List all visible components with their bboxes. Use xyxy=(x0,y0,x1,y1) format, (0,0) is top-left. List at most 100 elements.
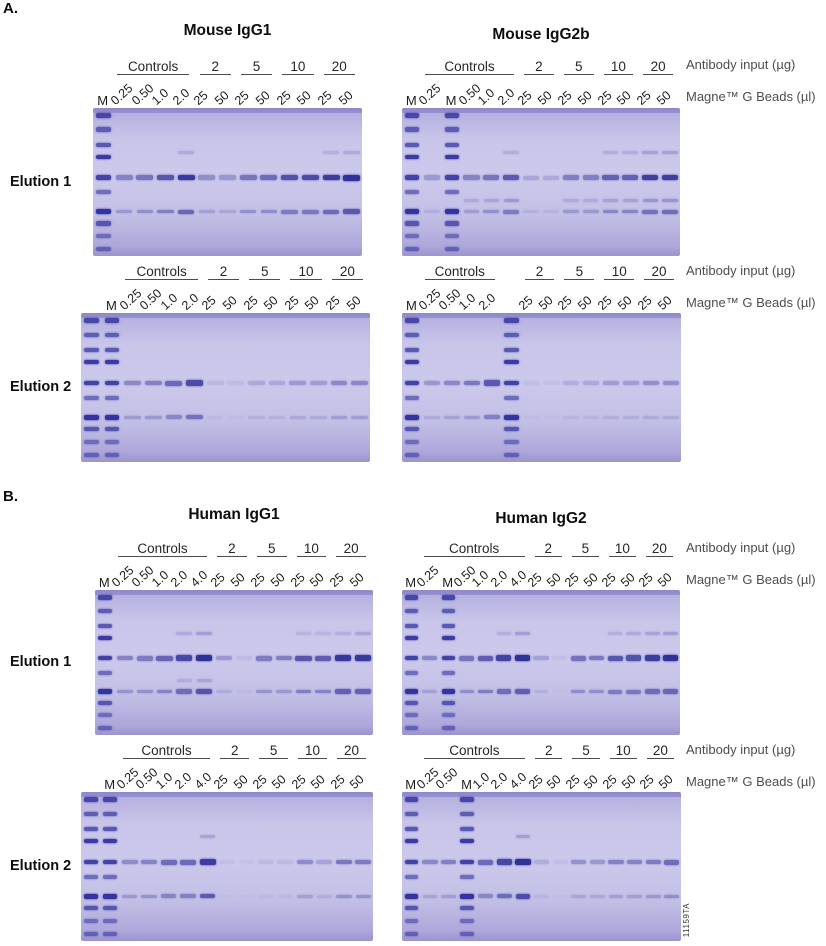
lane-label: 50 xyxy=(267,569,288,590)
protein-band xyxy=(260,175,278,181)
protein-band xyxy=(186,415,203,420)
protein-band xyxy=(258,860,274,864)
group-header: 2 xyxy=(217,542,247,557)
lane-label: 25 xyxy=(554,87,575,108)
title-human-igg2: Human IgG2 xyxy=(495,510,587,527)
protein-band xyxy=(602,199,619,202)
protein-band xyxy=(404,359,420,365)
protein-band xyxy=(563,381,580,385)
antibody-input-groups: Controls 2 5 10 20 xyxy=(93,60,362,75)
protein-band xyxy=(103,906,118,911)
lane-label: 50 xyxy=(230,771,251,792)
protein-band xyxy=(289,380,307,386)
protein-band xyxy=(662,209,678,214)
protein-band xyxy=(176,632,193,635)
group-header: 2 xyxy=(535,744,563,759)
protein-band xyxy=(83,874,98,879)
protein-band xyxy=(423,380,440,386)
protein-band xyxy=(104,348,120,353)
protein-band xyxy=(335,655,352,662)
protein-band xyxy=(523,210,539,214)
protein-band xyxy=(121,894,138,899)
protein-band xyxy=(643,415,659,419)
protein-band xyxy=(645,894,661,899)
protein-band xyxy=(177,209,195,214)
lane-labels: M 0.25 0.50 1.0 2.0 4.0 25 50 25 50 25 50 25 50 xyxy=(81,759,373,792)
protein-band xyxy=(463,199,480,202)
lane-label: 2.0 xyxy=(172,769,195,792)
protein-band xyxy=(607,632,623,635)
protein-band xyxy=(515,632,530,635)
protein-band xyxy=(404,655,418,661)
protein-band xyxy=(199,894,216,899)
protein-band xyxy=(277,860,294,864)
protein-band xyxy=(219,860,235,864)
antibody-input-groups: Controls 2 5 10 20 xyxy=(95,542,373,557)
lane-label: M xyxy=(405,93,417,108)
protein-band xyxy=(124,380,141,386)
protein-band xyxy=(95,209,111,214)
protein-band xyxy=(296,859,313,865)
protein-band xyxy=(533,689,549,694)
gel-well-strip xyxy=(81,792,373,797)
protein-band xyxy=(483,175,500,180)
protein-band xyxy=(104,359,120,365)
protein-band xyxy=(97,608,113,614)
protein-band xyxy=(496,859,512,865)
protein-band xyxy=(626,655,642,661)
protein-band xyxy=(116,689,133,694)
protein-band xyxy=(404,318,420,323)
protein-band xyxy=(459,689,475,694)
protein-band xyxy=(534,894,549,898)
protein-band xyxy=(180,859,197,865)
protein-band xyxy=(504,380,519,386)
protein-band xyxy=(662,380,680,386)
protein-band xyxy=(603,415,620,419)
protein-band xyxy=(404,608,418,614)
protein-band xyxy=(622,151,639,154)
antibody-input-label: Antibody input (µg) xyxy=(686,742,796,757)
gel-human-igg2-elution1: Controls 2 5 10 20 M 0.25 M 0.50 1.0 2.0 4.0 25 50 25 5… xyxy=(402,542,680,735)
protein-band xyxy=(460,859,474,865)
protein-band xyxy=(544,416,560,419)
lane-label: 25 xyxy=(232,87,252,108)
protein-band xyxy=(626,689,642,694)
group-header: 10 xyxy=(603,60,634,75)
lane-label: 25 xyxy=(273,87,294,108)
lane-label: 25 xyxy=(562,771,583,792)
protein-band xyxy=(504,395,519,400)
lane-label: 25 xyxy=(637,771,657,792)
protein-band xyxy=(239,895,255,898)
lane-label: 25 xyxy=(288,771,309,792)
lane-label: 0.25 xyxy=(413,562,442,590)
protein-band xyxy=(322,174,340,181)
lane-label: 2.0 xyxy=(475,290,498,313)
lane-label: 50 xyxy=(335,87,356,108)
protein-band xyxy=(444,221,459,226)
protein-band xyxy=(664,859,680,865)
protein-band xyxy=(563,199,579,202)
lane-labels: M 0.25 0.50 1.0 2.0 25 50 25 50 25 50 25 50 xyxy=(81,280,370,313)
group-header: 5 xyxy=(256,542,287,557)
protein-band xyxy=(176,655,193,661)
protein-band xyxy=(198,175,216,180)
protein-band xyxy=(662,151,678,154)
antibody-input-groups: Controls 2 5 10 20 xyxy=(402,744,681,759)
protein-band xyxy=(443,415,460,419)
protein-band xyxy=(663,689,679,694)
gel-human-igg1-elution1: Controls 2 5 10 20 M 0.25 0.50 1.0 2.0 4.0 25 50 25 50… xyxy=(95,542,373,735)
protein-band xyxy=(542,175,560,180)
protein-band xyxy=(103,893,118,899)
protein-band xyxy=(186,380,203,386)
lane-label: 25 xyxy=(314,87,335,108)
protein-band xyxy=(423,210,440,214)
protein-band xyxy=(83,811,98,816)
protein-band xyxy=(504,348,519,353)
gel-human-igg1-elution2: Controls 2 5 10 20 M 0.25 0.50 1.0 2.0 4.0 25 50 25 50… xyxy=(81,744,373,941)
group-header: 5 xyxy=(259,744,289,759)
protein-band xyxy=(504,452,519,457)
protein-band xyxy=(623,415,640,419)
protein-band xyxy=(275,689,292,694)
beads-volume-label: Magne™ G Beads (µl) xyxy=(686,774,816,789)
protein-band xyxy=(444,246,459,251)
